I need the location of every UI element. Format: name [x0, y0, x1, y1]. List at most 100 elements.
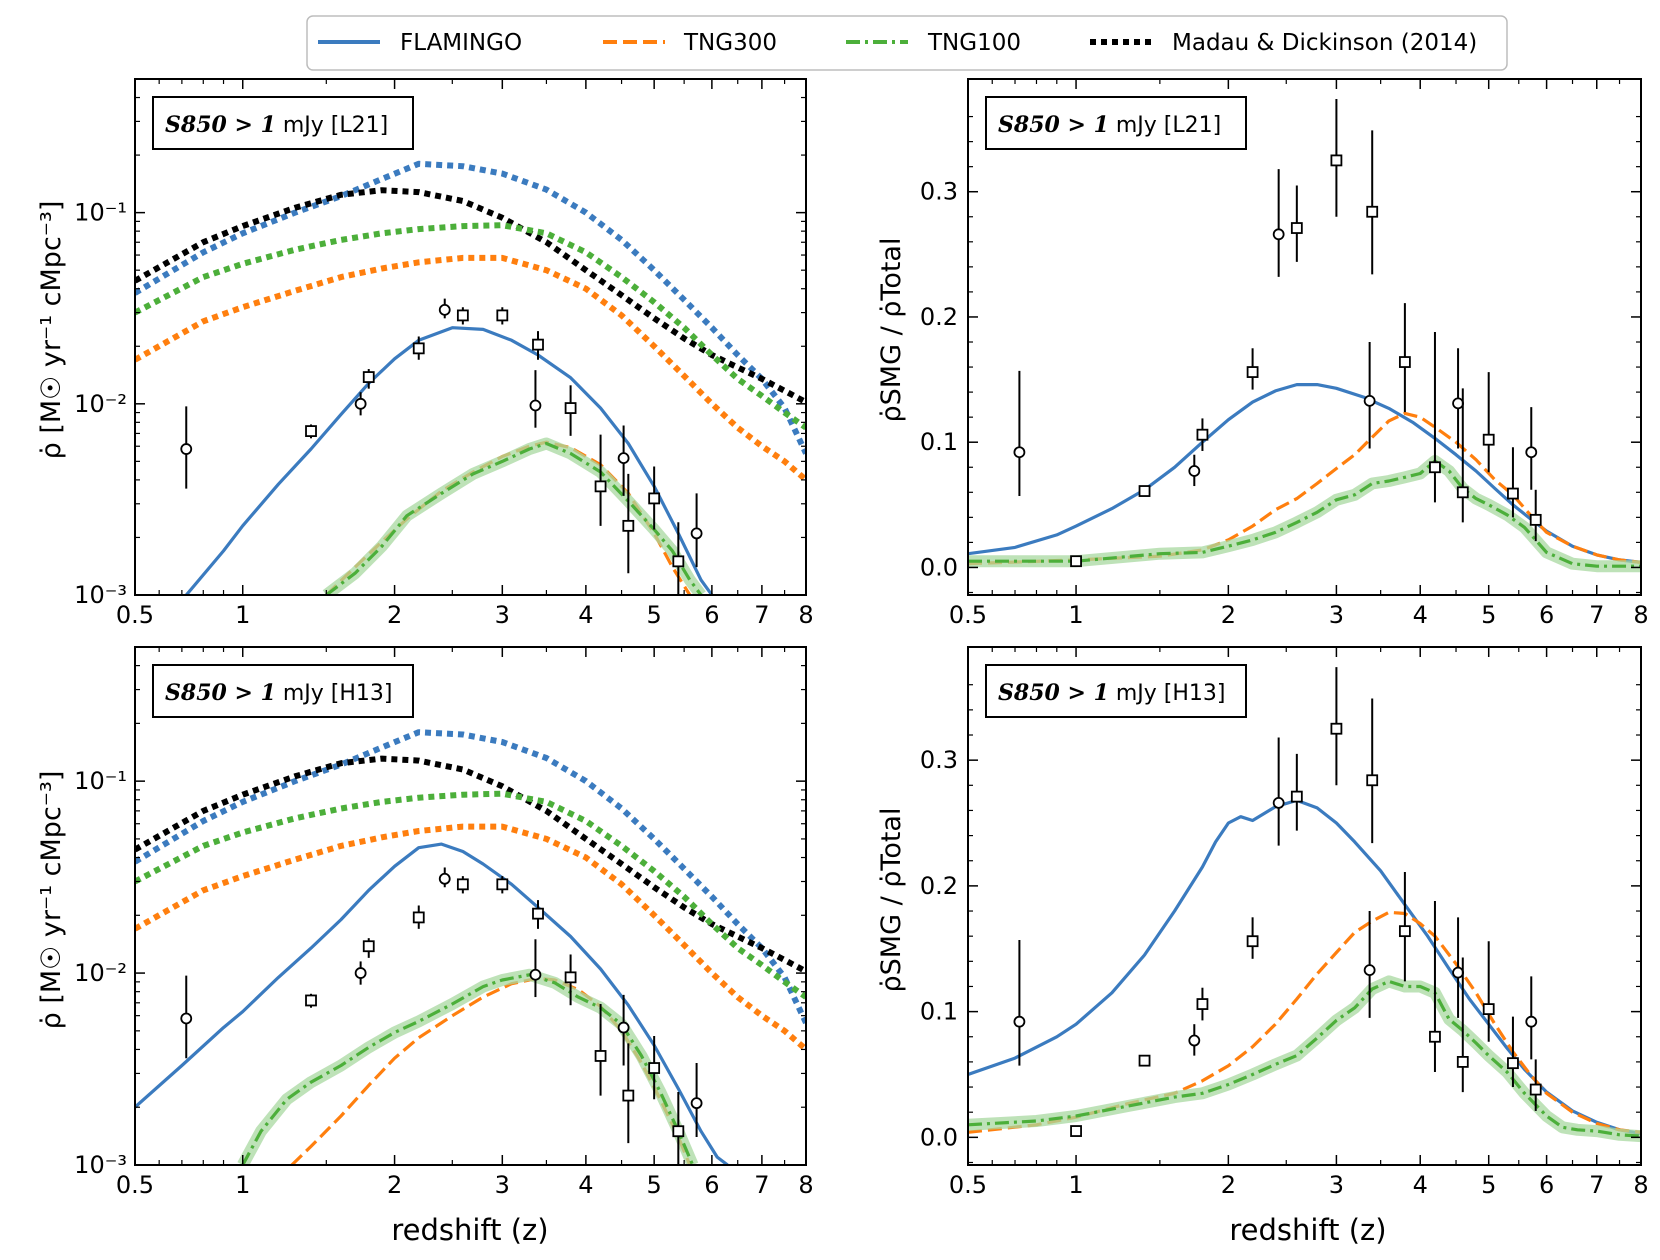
obs-point-square — [1196, 428, 1209, 441]
x-tick-label: 7 — [754, 601, 769, 629]
xlabel-right: redshift (z) — [1229, 1213, 1386, 1247]
axes-frame — [967, 78, 1642, 596]
y-tick-label: 10⁻³ — [74, 1151, 127, 1179]
panel-label-box: S850 > 1 mJy [H13] — [152, 664, 414, 718]
x-tick-label: 6 — [1539, 1171, 1554, 1199]
legend-label-flamingo: FLAMINGO — [400, 30, 522, 56]
obs-point-square — [564, 971, 577, 984]
x-tick-label: 3 — [495, 601, 510, 629]
obs-point-circle — [1452, 397, 1464, 410]
series-flamingo-solid — [185, 326, 714, 595]
obs-point-circle — [1188, 1034, 1201, 1047]
obs-point-circle — [438, 303, 451, 316]
obs-point-square — [1138, 1054, 1151, 1067]
series-flamingo-solid — [968, 798, 1641, 1136]
x-tick-label: 1 — [1068, 1171, 1083, 1199]
obs-point-circle — [1525, 446, 1538, 459]
axes-frame — [134, 646, 807, 1166]
obs-point-circle — [354, 967, 367, 979]
obs-point-square — [496, 878, 509, 891]
x-tick-label: 3 — [1329, 1171, 1344, 1199]
legend-item-madau: Madau & Dickinson (2014) — [1090, 30, 1477, 56]
panel-label-box: S850 > 1 mJy [L21] — [152, 96, 414, 150]
legend-item-flamingo: FLAMINGO — [318, 30, 522, 56]
obs-point-square — [1456, 486, 1469, 499]
x-tick-label: 7 — [754, 1171, 769, 1199]
obs-point-circle — [354, 397, 367, 410]
obs-point-circle — [1452, 966, 1464, 979]
obs-point-square — [1070, 555, 1082, 568]
obs-point-circle — [1363, 394, 1376, 407]
y-tick-label: 0.0 — [920, 553, 958, 581]
x-tick-label: 3 — [1329, 601, 1344, 629]
obs-point-square — [648, 1062, 661, 1074]
obs-point-square — [532, 907, 544, 920]
x-tick-label: 5 — [1481, 1171, 1496, 1199]
series-tng100-dashdot — [325, 441, 703, 595]
x-tick-label: 6 — [704, 1171, 719, 1199]
y-tick-label: 10⁻³ — [74, 581, 127, 609]
x-tick-label: 6 — [704, 601, 719, 629]
y-tick-label: 0.3 — [920, 178, 958, 206]
obs-point-circle — [1272, 797, 1285, 809]
x-tick-label: 6 — [1539, 601, 1554, 629]
panel-top-right: 0.5 1 2 3 4 5 6 7 8 0.0 0.1 0.2 0.3 S850 > 1 mJy [L21… — [920, 78, 1649, 629]
obs-point-square — [594, 1050, 607, 1062]
series-madau-dickinson-2014-dotted — [135, 755, 806, 975]
obs-point-circle — [438, 872, 451, 885]
plot-area — [968, 667, 1641, 1143]
obs-point-square — [1456, 1056, 1469, 1068]
obs-point-square — [1529, 1083, 1542, 1096]
ylabel-right-top: ρ̇SMG / ρ̇Total — [876, 238, 907, 423]
series-tng100-dashdot — [241, 973, 695, 1165]
obs-point-square — [1290, 222, 1303, 234]
obs-point-square — [1290, 790, 1303, 803]
legend-item-tng100: TNG100 — [846, 30, 1021, 56]
x-tick-label: 2 — [387, 1171, 402, 1199]
obs-point-square — [412, 911, 425, 924]
x-tick-label: 0.5 — [116, 1171, 154, 1199]
obs-point-circle — [617, 452, 630, 465]
series-madau-dickinson-2014-dotted — [135, 187, 806, 405]
panel-label-box: S850 > 1 mJy [L21] — [985, 96, 1247, 150]
x-tick-label: 8 — [798, 601, 813, 629]
series-flamingo-dotted — [135, 160, 806, 455]
y-tick-label: 10⁻² — [74, 959, 127, 987]
obs-point-square — [362, 371, 375, 383]
obs-point-square — [1246, 935, 1259, 948]
obs-point-square — [672, 1125, 685, 1138]
series-band-tng100 — [968, 975, 1641, 1143]
obs-point-square — [1482, 433, 1495, 446]
label-box-frame — [152, 96, 414, 150]
y-tick-label: 0.0 — [920, 1123, 958, 1151]
obs-point-square — [1196, 998, 1209, 1010]
obs-point-circle — [180, 1012, 193, 1025]
x-tick-label: 8 — [798, 1171, 813, 1199]
x-tick-label: 5 — [647, 601, 662, 629]
obs-point-square — [1246, 366, 1259, 378]
y-tick-label: 0.2 — [920, 872, 958, 900]
label-box-text: S850 > 1 mJy [L21] — [165, 112, 388, 138]
x-tick-label: 1 — [1068, 601, 1083, 629]
x-tick-label: 1 — [235, 601, 250, 629]
obs-point-circle — [180, 443, 193, 455]
obs-point-circle — [1013, 1015, 1026, 1028]
obs-point-square — [622, 1089, 635, 1102]
obs-point-square — [1330, 154, 1343, 167]
legend-label-madau: Madau & Dickinson (2014) — [1172, 30, 1477, 56]
obs-point-square — [1429, 1030, 1441, 1043]
obs-point-square — [305, 994, 317, 1007]
obs-point-square — [672, 555, 685, 568]
obs-point-circle — [617, 1021, 630, 1034]
obs-point-square — [456, 309, 469, 322]
panel-bottom-right: 0.5 1 2 3 4 5 6 7 8 0.0 0.1 0.2 0.3 S850 > 1 mJy [H13… — [920, 646, 1649, 1199]
y-tick-label: 10⁻² — [74, 390, 127, 418]
obs-point-square — [1138, 485, 1151, 497]
x-tick-label: 0.5 — [949, 1171, 987, 1199]
plot-area — [968, 99, 1641, 573]
series-band-tng100 — [968, 455, 1641, 573]
x-tick-label: 4 — [1413, 601, 1428, 629]
series-tng100-dashdot — [968, 459, 1641, 568]
obs-point-square — [1366, 205, 1379, 218]
obs-point-square — [564, 402, 577, 414]
